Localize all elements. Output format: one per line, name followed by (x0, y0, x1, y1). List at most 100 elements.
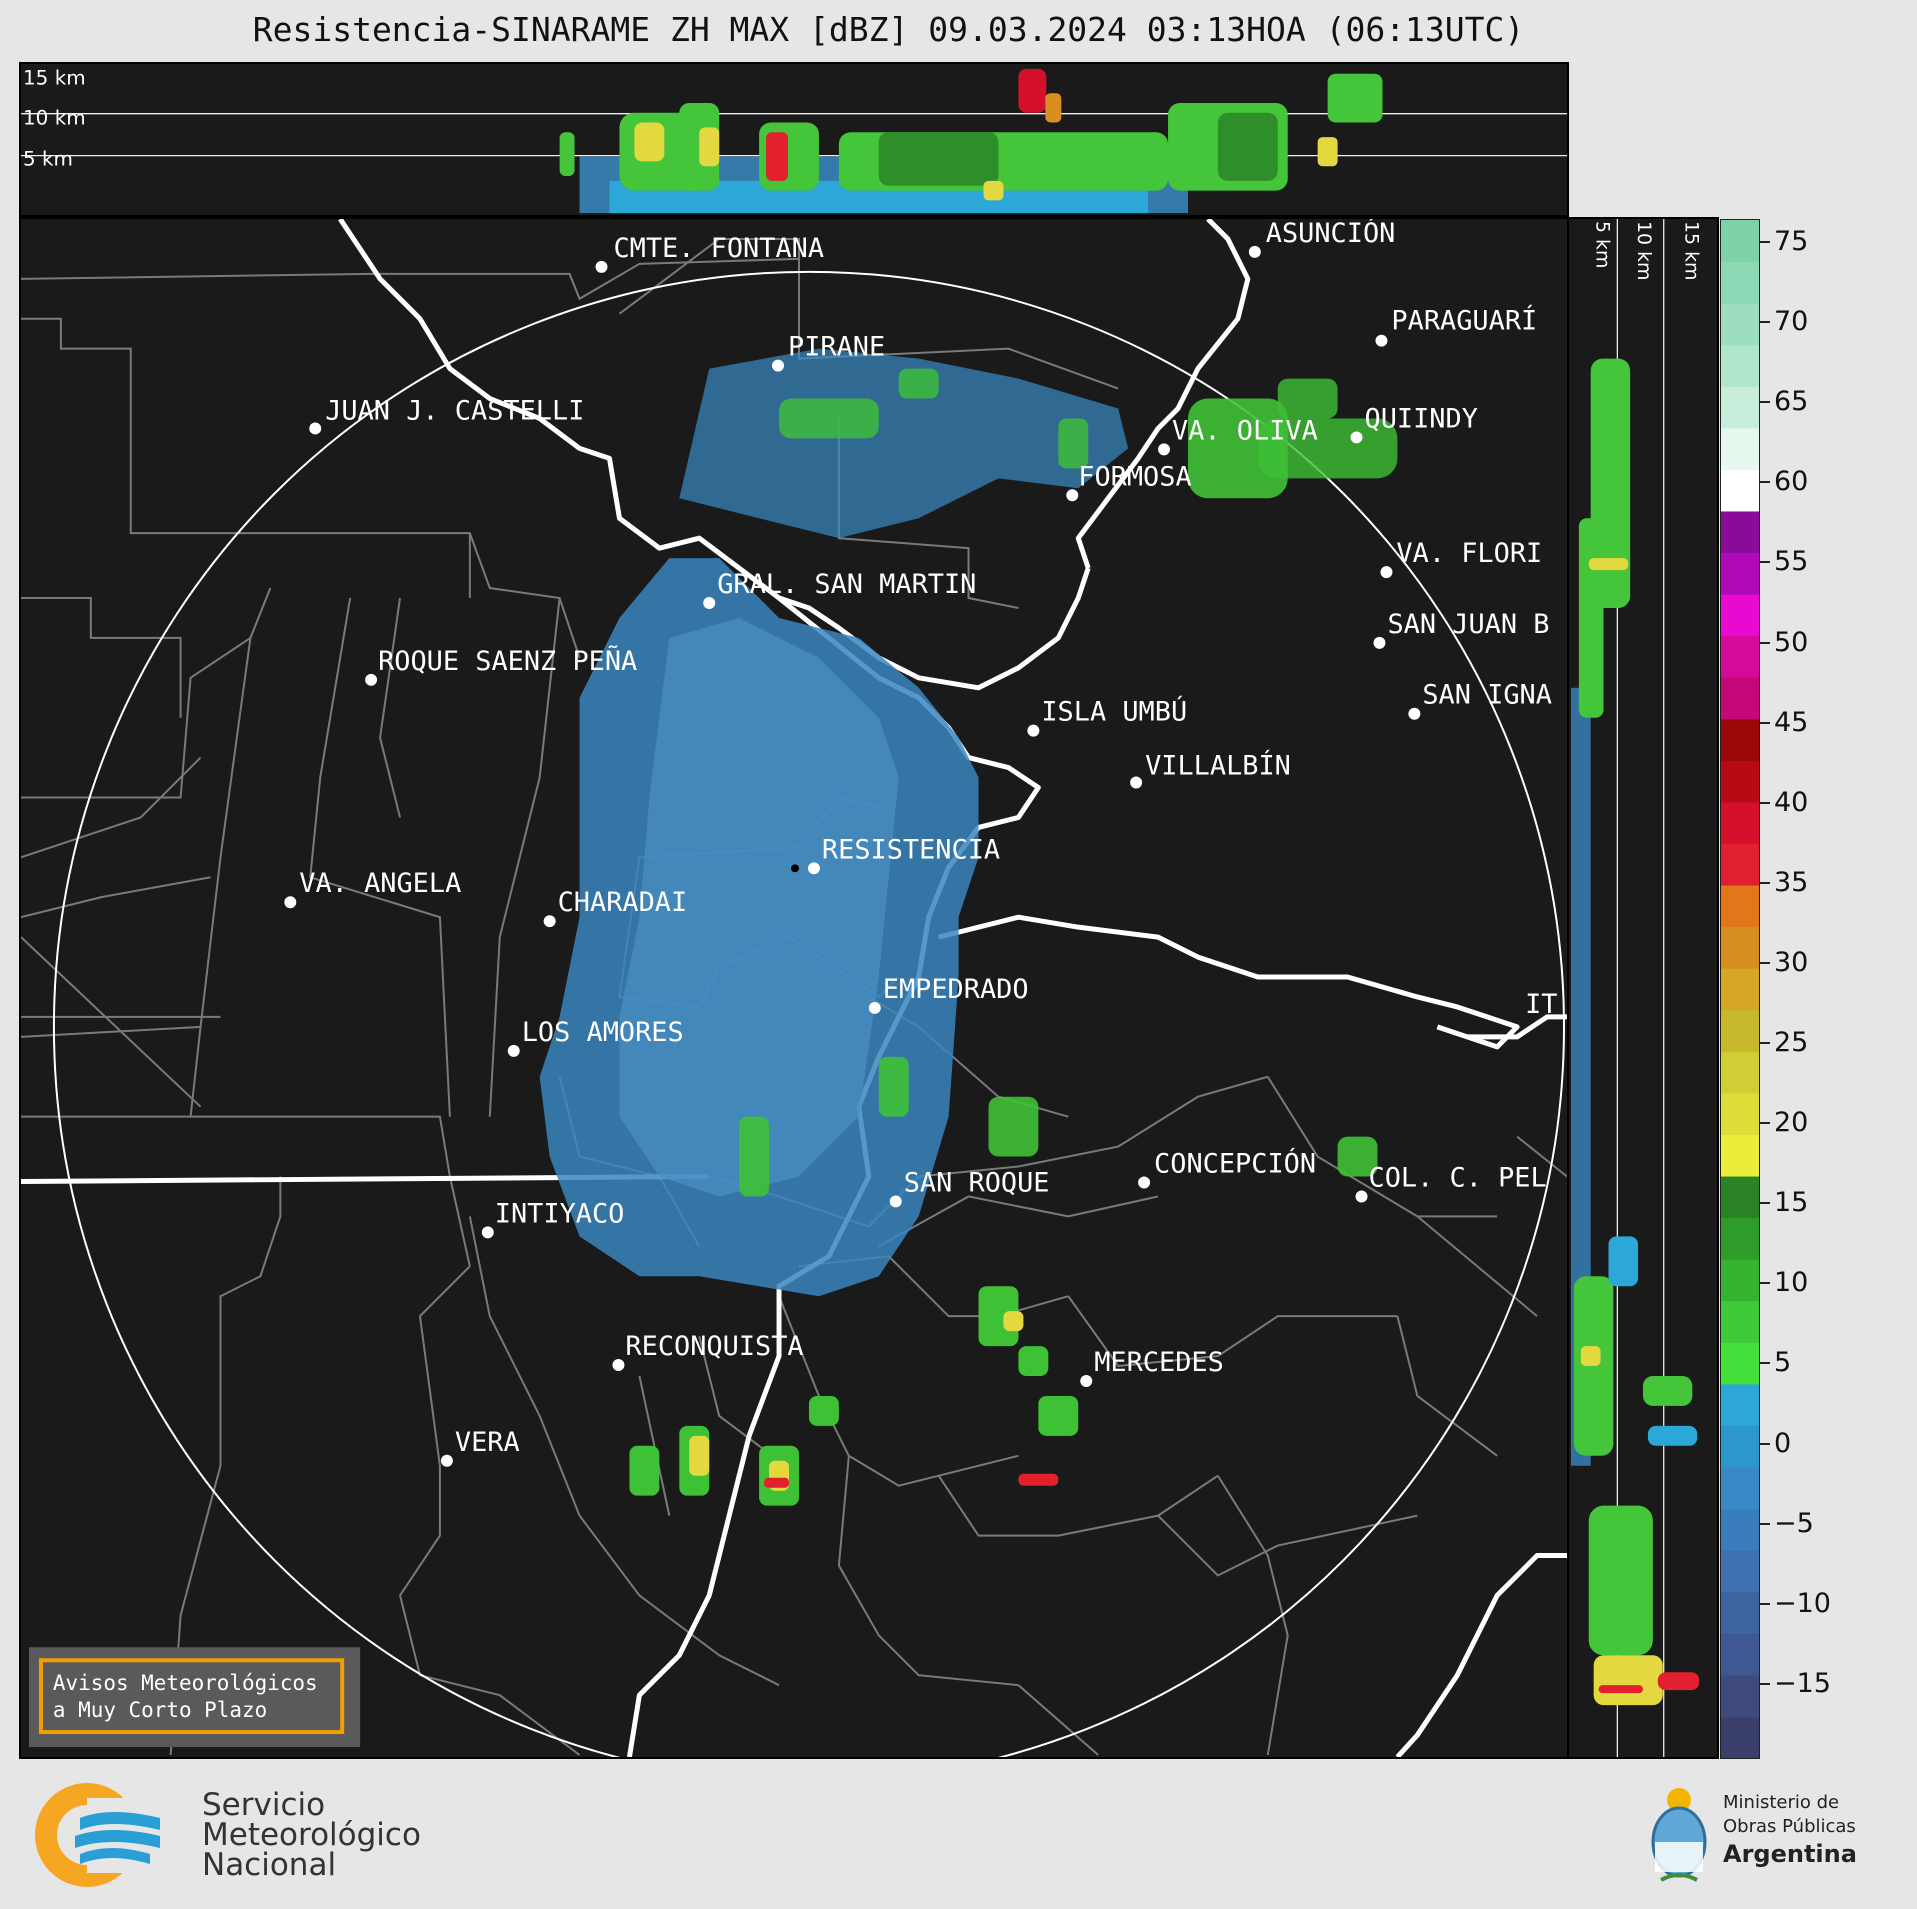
colorbar-tick-label: −15 (1774, 1667, 1831, 1699)
colorbar-tick (1760, 481, 1770, 484)
top-profile-label: 10 km (23, 107, 86, 130)
city-label: VERA (455, 1427, 520, 1458)
colorbar-tick-label: 65 (1774, 386, 1809, 418)
colorbar-tick (1760, 721, 1770, 724)
colorbar-band (1721, 968, 1759, 1011)
city-label: MERCEDES (1094, 1347, 1224, 1378)
colorbar-band (1721, 1051, 1759, 1094)
colorbar-band (1721, 1134, 1759, 1177)
colorbar-tick (1760, 1042, 1770, 1044)
city-markers (284, 245, 1421, 1467)
colorbar-tick-label: −5 (1774, 1507, 1814, 1539)
colorbar-tick-label: 25 (1774, 1027, 1809, 1058)
city-label: COL. C. PEL (1369, 1162, 1547, 1193)
colorbar-band (1721, 386, 1759, 429)
colorbar-tick-label: 70 (1774, 306, 1809, 338)
colorbar-band (1721, 1633, 1759, 1676)
side-height-profile: 5 km 10 km 15 km (1569, 217, 1719, 1759)
top-profile-label: 15 km (23, 67, 86, 90)
radar-echoes (539, 348, 1398, 1506)
city-label: SAN JUAN B (1387, 609, 1549, 640)
colorbar-tick-label: −10 (1774, 1587, 1831, 1619)
colorbar-tick (1760, 641, 1770, 644)
city-label: RESISTENCIA (822, 834, 1000, 865)
colorbar-band (1721, 1425, 1759, 1468)
city-label: VA. FLORI (1396, 538, 1542, 569)
ministry-name: Obras Públicas (1723, 1816, 1856, 1837)
colorbar-band (1721, 635, 1759, 678)
side-profile-label: 15 km (1680, 221, 1701, 281)
side-profile-label: 5 km (1592, 221, 1613, 268)
colorbar-tick (1760, 961, 1770, 964)
colorbar-tick (1760, 1362, 1770, 1365)
city-label: CHARADAI (558, 887, 688, 918)
colorbar-band (1721, 1383, 1759, 1426)
city-label: RECONQUISTA (625, 1331, 803, 1362)
city-label: EMPEDRADO (883, 974, 1029, 1005)
colorbar-tick-label: 55 (1774, 546, 1809, 578)
city-label: PARAGUARÍ (1391, 305, 1537, 337)
colorbar-tick (1760, 241, 1770, 243)
colorbar-tick-label: 50 (1774, 626, 1809, 658)
colorbar-band (1721, 427, 1759, 470)
city-label: VILLALBÍN (1145, 750, 1291, 782)
colorbar-band (1721, 1217, 1759, 1260)
colorbar-tick-label: 0 (1774, 1427, 1792, 1459)
colorbar-band (1721, 843, 1759, 886)
smn-logo: Servicio Meteorológico Nacional (30, 1778, 450, 1893)
colorbar-tick (1760, 1202, 1770, 1205)
colorbar-tick (1760, 1442, 1770, 1445)
colorbar-band (1721, 1176, 1759, 1219)
colorbar-tick (1760, 1282, 1770, 1285)
colorbar-tick-label: 15 (1774, 1187, 1809, 1219)
smn-name: Meteorológico (202, 1817, 421, 1853)
city-label: SAN ROQUE (904, 1167, 1050, 1198)
colorbar-band (1721, 885, 1759, 928)
colorbar-tick (1760, 401, 1770, 404)
colorbar-tick (1760, 1682, 1770, 1685)
colorbar-tick (1760, 561, 1770, 564)
page-title: Resistencia-SINARAME ZH MAX [dBZ] 09.03.… (252, 10, 1525, 49)
colorbar-band (1721, 718, 1759, 761)
colorbar-band (1721, 510, 1759, 554)
warning-text: Avisos Meteorológicos (53, 1671, 318, 1695)
colorbar-tick-label: 20 (1774, 1107, 1809, 1139)
city-label: ROQUE SAENZ PEÑA (378, 645, 637, 677)
city-label: GRAL. SAN MARTIN (717, 569, 976, 600)
colorbar-tick (1760, 1522, 1770, 1525)
colorbar-tick-label: 75 (1774, 226, 1809, 257)
city-label: FORMOSA (1078, 461, 1191, 492)
city-label: JUAN J. CASTELLI (325, 395, 584, 426)
colorbar-tick-label: 45 (1774, 706, 1809, 738)
colorbar-tick-label: 35 (1774, 866, 1809, 898)
city-label: INTIYACO (495, 1198, 625, 1229)
colorbar-tick-label: 30 (1774, 946, 1809, 978)
side-profile-label: 10 km (1633, 221, 1654, 281)
colorbar-band (1721, 1259, 1759, 1302)
colorbar-band (1721, 1550, 1759, 1593)
dbz-colorbar (1720, 219, 1760, 1759)
city-label: QUIINDY (1365, 403, 1478, 434)
colorbar-band (1721, 1092, 1759, 1135)
ministry-logo: Ministerio de Obras Públicas Argentina (1643, 1782, 1903, 1897)
top-profile-label: 5 km (23, 148, 73, 171)
city-label: ISLA UMBÚ (1041, 696, 1187, 728)
colorbar-tick (1760, 321, 1770, 324)
colorbar-band (1721, 801, 1759, 845)
colorbar-tick-label: 10 (1774, 1267, 1809, 1299)
smn-emblem-icon (35, 1783, 160, 1887)
colorbar-tick-label: 40 (1774, 786, 1809, 818)
city-label: SAN IGNA (1422, 680, 1552, 711)
colorbar-band (1721, 1342, 1759, 1385)
colorbar-band (1721, 261, 1759, 304)
colorbar-tick (1760, 801, 1770, 804)
colorbar-band (1721, 1716, 1759, 1758)
colorbar-band (1721, 220, 1759, 263)
city-label: LOS AMORES (522, 1017, 684, 1048)
colorbar-band (1721, 1467, 1759, 1510)
colorbar-tick (1760, 881, 1770, 884)
colorbar-band (1721, 677, 1759, 720)
city-label: CONCEPCIÓN (1154, 1148, 1316, 1180)
colorbar-band (1721, 303, 1759, 346)
ministry-country: Argentina (1723, 1840, 1857, 1868)
